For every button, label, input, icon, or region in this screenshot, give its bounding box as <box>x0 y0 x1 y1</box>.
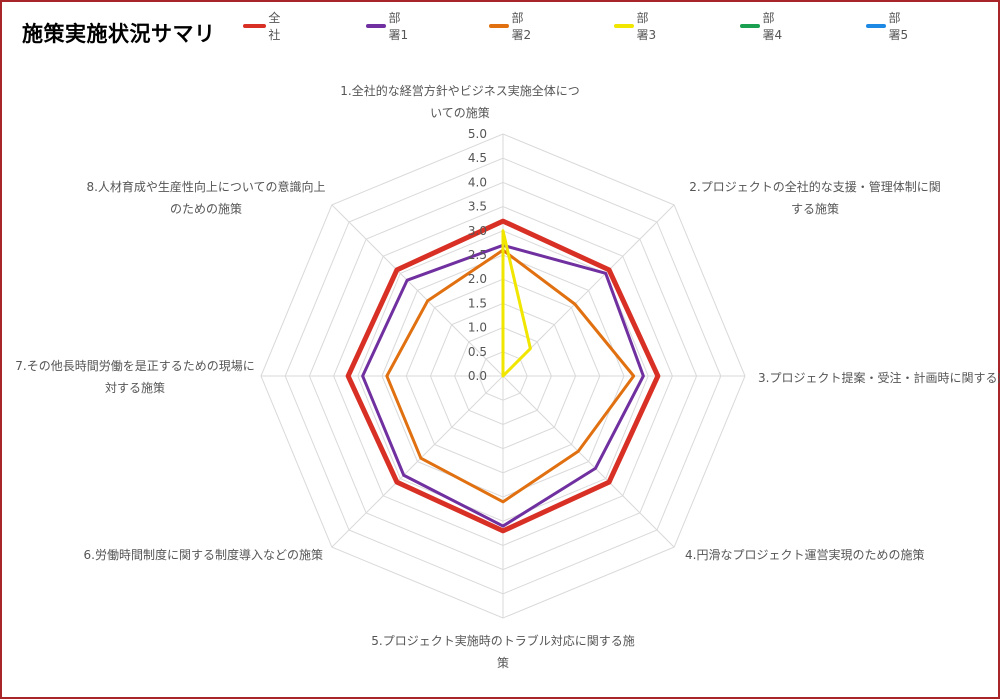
grid-spoke <box>331 375 504 548</box>
tick-label: 0.5 <box>468 345 487 359</box>
legend-label: 部署2 <box>511 11 532 42</box>
legend-swatch <box>866 24 887 28</box>
legend-swatch <box>614 24 635 28</box>
legend-label: 部署4 <box>762 11 783 42</box>
grid-spoke <box>331 204 504 377</box>
category-label-3: 3.プロジェクト提案・受注・計画時に関する施 <box>758 370 1000 385</box>
legend-swatch <box>366 24 387 28</box>
tick-label: 2.5 <box>468 248 487 262</box>
tick-label: 5.0 <box>468 127 487 141</box>
category-label-8: 8.人材育成や生産性向上についての意識向上のための施策 <box>86 179 325 216</box>
tick-label: 4.0 <box>468 175 487 189</box>
category-label-1: 1.全社的な経営方針やビジネス実施全体についての施策 <box>340 83 579 120</box>
legend-item-5: 部署5 <box>866 11 910 42</box>
series-line-3 <box>501 229 532 378</box>
legend-item-1: 部署1 <box>366 11 410 42</box>
tick-label: 0.0 <box>468 369 487 383</box>
legend-label: 部署1 <box>388 11 409 42</box>
series-line-1 <box>361 243 645 528</box>
category-label-5: 5.プロジェクト実施時のトラブル対応に関する施策 <box>371 633 634 670</box>
legend-item-0: 全社 <box>243 11 287 42</box>
category-label-2: 2.プロジェクトの全社的な支援・管理体制に関する施策 <box>689 179 940 216</box>
category-label-4: 4.円滑なプロジェクト運営実現のための施策 <box>685 547 924 562</box>
series-line-0 <box>345 218 661 534</box>
category-label-6: 6.労働時間制度に関する制度導入などの施策 <box>84 547 323 562</box>
series-line-2 <box>385 248 636 504</box>
legend-swatch <box>243 24 267 28</box>
category-label-7: 7.その他長時間労働を是正するための現場に対する施策 <box>15 359 254 395</box>
tick-label: 4.5 <box>468 151 487 165</box>
tick-label: 1.5 <box>468 296 487 310</box>
tick-label: 3.0 <box>468 224 487 238</box>
legend-item-3: 部署3 <box>614 11 658 42</box>
legend-swatch <box>489 24 510 28</box>
legend-label: 部署5 <box>888 11 909 42</box>
legend-item-4: 部署4 <box>740 11 784 42</box>
legend-item-2: 部署2 <box>489 11 533 42</box>
legend-label: 部署3 <box>636 11 657 42</box>
chart-title: 施策実施状況サマリ <box>22 22 216 46</box>
legend-swatch <box>740 24 761 28</box>
tick-label: 1.0 <box>468 321 487 335</box>
grid-spoke <box>502 375 675 548</box>
tick-label: 3.5 <box>468 200 487 214</box>
legend-label: 全社 <box>268 11 281 42</box>
tick-label: 2.0 <box>468 272 487 286</box>
